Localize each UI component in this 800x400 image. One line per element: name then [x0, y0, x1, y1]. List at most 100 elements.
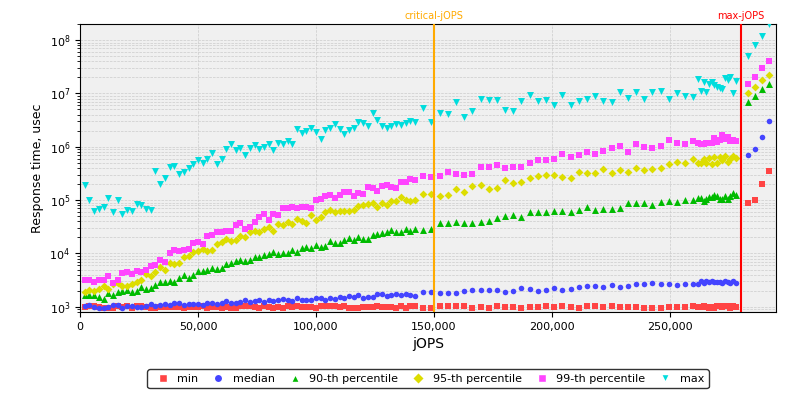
Point	[450, 186, 462, 192]
Point	[614, 167, 626, 173]
Point	[338, 189, 350, 195]
Point	[458, 189, 470, 196]
Point	[230, 237, 242, 243]
Point	[614, 205, 626, 211]
Point	[310, 197, 322, 203]
Point	[352, 305, 365, 311]
Y-axis label: Response time, usec: Response time, usec	[31, 103, 44, 233]
Point	[135, 303, 148, 309]
Point	[178, 271, 190, 278]
Point	[324, 238, 337, 244]
Point	[417, 191, 430, 197]
Point	[572, 284, 585, 290]
Point	[140, 304, 153, 311]
Point	[605, 206, 618, 212]
Point	[433, 110, 446, 116]
Point	[206, 149, 218, 156]
Point	[93, 304, 106, 310]
Point	[755, 181, 768, 187]
Point	[730, 78, 742, 84]
Point	[498, 107, 511, 113]
Point	[646, 280, 659, 286]
Point	[352, 190, 365, 196]
Point	[548, 101, 561, 108]
Point	[730, 279, 742, 286]
Point	[290, 248, 303, 255]
Point	[182, 275, 195, 281]
Point	[466, 171, 478, 178]
Point	[178, 304, 190, 311]
Point	[662, 160, 675, 167]
Point	[154, 302, 166, 308]
Point	[173, 171, 186, 178]
Point	[385, 198, 398, 204]
Point	[714, 303, 726, 309]
Point	[78, 302, 91, 309]
Point	[329, 303, 342, 309]
Point	[638, 305, 650, 311]
Point	[305, 205, 318, 211]
Point	[319, 126, 332, 133]
Point	[88, 287, 101, 294]
Point	[466, 108, 478, 114]
Point	[305, 244, 318, 251]
Point	[282, 218, 294, 225]
Point	[201, 156, 214, 162]
Point	[121, 268, 134, 275]
Point	[295, 204, 308, 211]
Point	[708, 135, 721, 142]
Point	[450, 290, 462, 296]
Point	[409, 303, 422, 309]
Point	[375, 200, 388, 206]
Point	[130, 201, 143, 207]
Point	[83, 302, 96, 309]
Point	[144, 300, 157, 307]
Point	[262, 250, 275, 257]
Point	[433, 289, 446, 296]
Point	[220, 228, 233, 234]
Point	[314, 136, 327, 142]
Point	[210, 161, 223, 168]
Point	[556, 303, 569, 309]
Point	[366, 294, 379, 301]
Point	[390, 198, 402, 204]
Point	[201, 248, 214, 254]
Point	[730, 192, 742, 198]
Point	[622, 304, 634, 310]
Point	[366, 200, 379, 206]
Point	[248, 304, 261, 310]
Point	[295, 218, 308, 224]
Point	[121, 303, 134, 309]
Point	[498, 303, 511, 310]
Point	[168, 300, 181, 306]
Point	[243, 256, 256, 263]
Point	[314, 196, 327, 202]
Point	[433, 193, 446, 199]
Point	[556, 92, 569, 98]
Point	[149, 261, 162, 268]
Point	[523, 160, 536, 166]
Point	[187, 240, 200, 246]
Point	[466, 183, 478, 189]
Point	[605, 99, 618, 106]
Point	[515, 305, 528, 311]
Point	[474, 287, 487, 293]
Point	[380, 293, 393, 300]
Point	[662, 280, 675, 287]
Point	[399, 196, 412, 203]
Point	[295, 245, 308, 252]
Point	[515, 97, 528, 104]
Point	[130, 288, 143, 294]
Point	[290, 216, 303, 222]
Point	[178, 246, 190, 253]
Point	[687, 137, 700, 144]
Point	[748, 42, 761, 48]
Point	[215, 265, 228, 271]
Point	[163, 302, 176, 308]
Point	[111, 196, 124, 203]
Point	[490, 97, 503, 104]
Point	[714, 279, 726, 285]
Point	[679, 159, 692, 166]
Point	[178, 254, 190, 260]
Point	[78, 304, 91, 310]
